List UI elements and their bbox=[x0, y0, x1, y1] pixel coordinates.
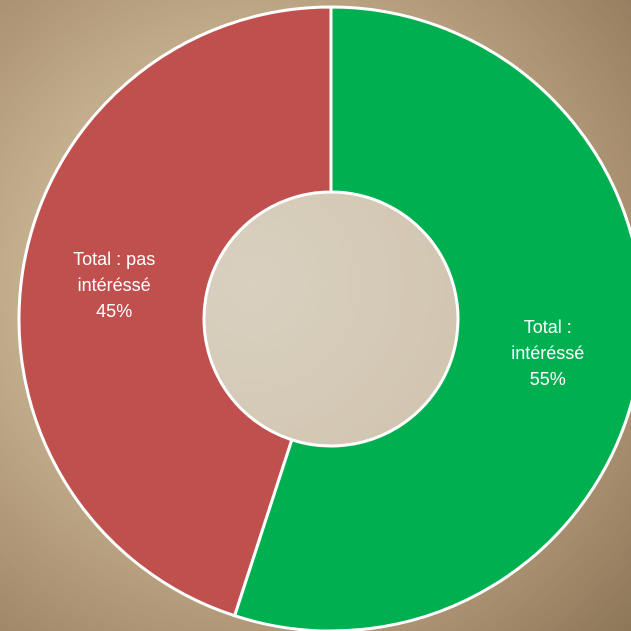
category-label: Total : pas intéréssé bbox=[70, 246, 158, 298]
value-label: 45% bbox=[70, 298, 158, 324]
category-label: Total : intéréssé bbox=[504, 314, 592, 366]
value-label: 55% bbox=[504, 366, 592, 392]
page: {"chart_data": {"type": "donut", "catego… bbox=[0, 0, 631, 631]
